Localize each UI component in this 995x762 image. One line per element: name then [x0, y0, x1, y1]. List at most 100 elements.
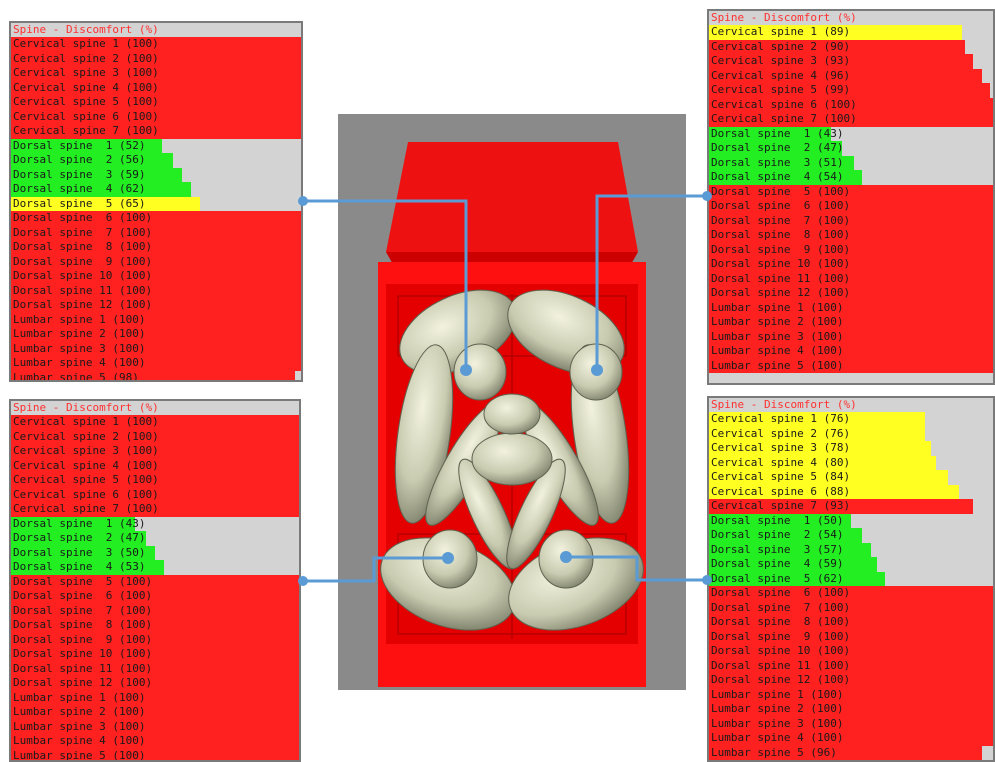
discomfort-label: Dorsal spine 11 (100) — [13, 661, 153, 675]
discomfort-label: Cervical spine 3 (100) — [13, 66, 159, 79]
discomfort-bar — [709, 257, 993, 272]
connector-dot — [298, 196, 308, 206]
discomfort-row: Lumbar spine 1 (100) — [709, 300, 993, 315]
discomfort-row: Lumbar spine 2 (100) — [709, 702, 993, 717]
discomfort-label: Lumbar spine 4 (100) — [711, 344, 844, 357]
manikins — [380, 289, 644, 631]
discomfort-bar — [11, 647, 299, 662]
panel-title: Spine - Discomfort (%) — [709, 11, 993, 25]
discomfort-label: Dorsal spine 4 (54) — [711, 170, 844, 183]
discomfort-bar — [11, 690, 299, 705]
discomfort-bar — [11, 574, 299, 589]
discomfort-bar — [11, 632, 299, 647]
connector-bottom-left — [303, 556, 448, 583]
discomfort-bar — [709, 557, 877, 572]
discomfort-label: Cervical spine 3 (100) — [13, 444, 159, 457]
connector-bottom-right — [566, 555, 707, 582]
discomfort-bar — [709, 286, 993, 301]
discomfort-label: Lumbar spine 3 (100) — [13, 719, 146, 733]
discomfort-row: Lumbar spine 2 (100) — [11, 705, 299, 720]
discomfort-row: Lumbar spine 3 (100) — [709, 329, 993, 344]
discomfort-row: Dorsal spine 5 (100) — [709, 184, 993, 199]
discomfort-row: Lumbar spine 1 (100) — [11, 312, 301, 327]
discomfort-label: Lumbar spine 2 (100) — [711, 315, 844, 328]
discomfort-row: Dorsal spine 6 (100) — [11, 589, 299, 604]
discomfort-rows: Cervical spine 1 (100) Cervical spine 2 (… — [11, 37, 301, 380]
discomfort-row: Cervical spine 4 (100) — [11, 458, 299, 473]
discomfort-bar — [11, 734, 299, 749]
discomfort-bar — [11, 516, 135, 531]
discomfort-label: Cervical spine 6 (100) — [13, 109, 159, 123]
discomfort-bar — [11, 225, 301, 240]
discomfort-label: Cervical spine 6 (100) — [711, 97, 857, 111]
discomfort-label: Dorsal spine 4 (53) — [13, 560, 146, 573]
discomfort-label: Dorsal spine 10 (100) — [13, 647, 153, 660]
discomfort-label: Dorsal spine 4 (59) — [711, 557, 844, 570]
discomfort-row: Dorsal spine 9 (100) — [11, 632, 299, 647]
discomfort-row: Dorsal spine 1 (43) — [709, 126, 993, 141]
discomfort-row: Dorsal spine 12 (100) — [709, 673, 993, 688]
discomfort-bar — [11, 240, 301, 255]
discomfort-bar — [11, 95, 301, 110]
discomfort-row: Dorsal spine 4 (59) — [709, 557, 993, 572]
discomfort-bar — [709, 745, 982, 760]
discomfort-label: Cervical spine 2 (100) — [13, 51, 159, 65]
discomfort-label: Dorsal spine 9 (100) — [13, 632, 153, 646]
discomfort-panel-top-left: Spine - Discomfort (%) Cervical spine 1 … — [9, 21, 303, 382]
discomfort-label: Dorsal spine 7 (100) — [711, 600, 851, 614]
discomfort-label: Cervical spine 5 (100) — [13, 95, 159, 108]
discomfort-row: Dorsal spine 7 (100) — [709, 213, 993, 228]
discomfort-label: Dorsal spine 6 (100) — [13, 589, 153, 602]
discomfort-label: Dorsal spine 12 (100) — [711, 286, 851, 299]
discomfort-row: Cervical spine 7 (100) — [709, 112, 993, 127]
discomfort-label: Lumbar spine 5 (100) — [13, 748, 146, 762]
discomfort-label: Cervical spine 4 (100) — [13, 458, 159, 472]
discomfort-bar — [709, 513, 851, 528]
discomfort-row: Dorsal spine 3 (50) — [11, 545, 299, 560]
discomfort-label: Lumbar spine 2 (100) — [13, 327, 146, 340]
discomfort-bar — [11, 80, 301, 95]
discomfort-bar — [709, 300, 993, 315]
discomfort-label: Dorsal spine 12 (100) — [13, 676, 153, 689]
discomfort-bar — [709, 315, 993, 330]
discomfort-label: Lumbar spine 2 (100) — [13, 705, 146, 718]
discomfort-bar — [709, 731, 993, 746]
discomfort-rows: Cervical spine 1 (89) Cervical spine 2 (9… — [709, 25, 993, 373]
discomfort-label: Dorsal spine 1 (43) — [711, 126, 844, 140]
discomfort-bar — [11, 283, 301, 298]
discomfort-label: Cervical spine 5 (99) — [711, 83, 851, 96]
discomfort-bar — [709, 344, 993, 359]
discomfort-bar — [709, 141, 843, 156]
discomfort-row: Lumbar spine 4 (100) — [11, 734, 299, 749]
discomfort-bar — [11, 66, 301, 81]
discomfort-label: Dorsal spine 10 (100) — [711, 257, 851, 270]
discomfort-label: Dorsal spine 8 (100) — [13, 240, 153, 253]
discomfort-label: Lumbar spine 4 (100) — [13, 734, 146, 747]
discomfort-bar — [11, 327, 301, 342]
discomfort-bar — [709, 412, 925, 427]
discomfort-row: Dorsal spine 7 (100) — [709, 600, 993, 615]
discomfort-row: Dorsal spine 9 (100) — [11, 254, 301, 269]
discomfort-bar — [709, 329, 993, 344]
discomfort-row: Cervical spine 1 (100) — [11, 37, 301, 52]
connector-dot — [298, 576, 308, 586]
discomfort-bar — [11, 661, 299, 676]
connector-dot — [702, 191, 712, 201]
discomfort-row: Dorsal spine 11 (100) — [709, 271, 993, 286]
discomfort-row: Lumbar spine 5 (100) — [709, 358, 993, 373]
discomfort-row: Cervical spine 3 (93) — [709, 54, 993, 69]
discomfort-bar — [709, 68, 982, 83]
discomfort-bar — [709, 271, 993, 286]
discomfort-row: Dorsal spine 11 (100) — [709, 658, 993, 673]
discomfort-label: Cervical spine 1 (76) — [711, 412, 851, 425]
discomfort-bar — [709, 644, 993, 659]
discomfort-label: Cervical spine 7 (100) — [711, 112, 857, 125]
discomfort-row: Lumbar spine 5 (100) — [11, 748, 299, 762]
discomfort-row: Dorsal spine 6 (100) — [709, 586, 993, 601]
discomfort-row: Dorsal spine 5 (65) — [11, 196, 301, 211]
discomfort-label: Lumbar spine 1 (100) — [13, 312, 146, 326]
discomfort-bar — [11, 487, 299, 502]
discomfort-bar — [11, 356, 301, 371]
discomfort-row: Lumbar spine 4 (100) — [11, 356, 301, 371]
discomfort-panel-bottom-right: Spine - Discomfort (%) Cervical spine 1 … — [707, 396, 995, 762]
